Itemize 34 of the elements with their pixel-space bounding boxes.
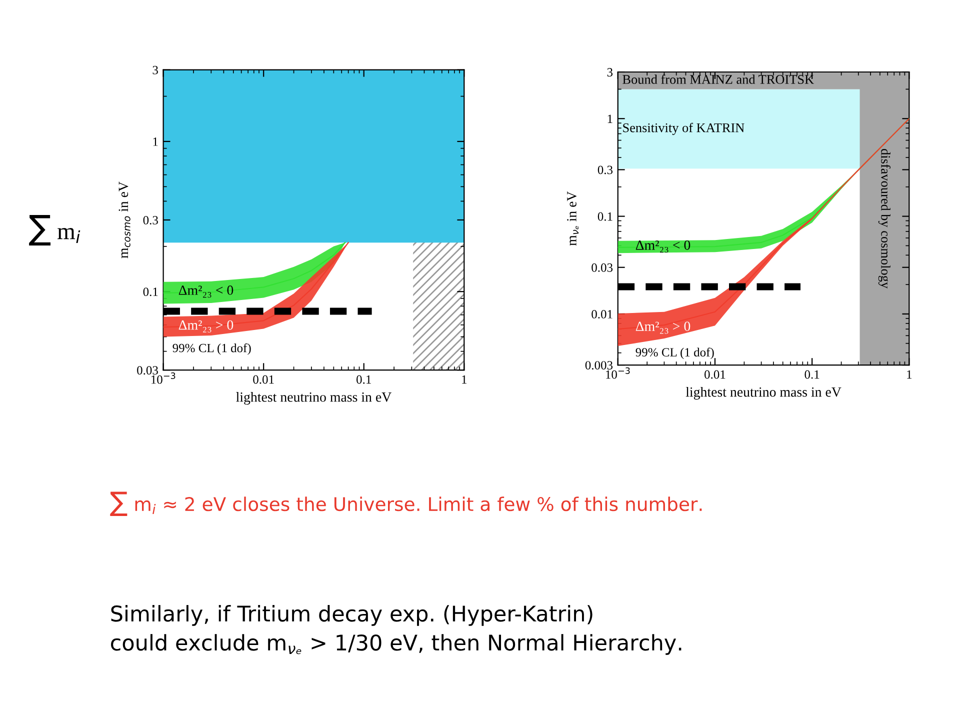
x-axis-title: lightest neutrino mass in eV bbox=[236, 392, 392, 405]
y-tick-label: 1 bbox=[608, 114, 612, 123]
x-axis-title: lightest neutrino mass in eV bbox=[686, 386, 842, 400]
annotation: Δm²₂₃ > 0 bbox=[636, 322, 690, 334]
y-tick-label: 3 bbox=[152, 66, 158, 74]
annotation: Δm²₂₃ < 0 bbox=[178, 286, 234, 298]
x-tick-label: 0.01 bbox=[704, 370, 726, 379]
y-tick-label: 0.003 bbox=[585, 361, 613, 370]
annotation: 99% CL (1 dof) bbox=[172, 343, 251, 355]
annotation: 99% CL (1 dof) bbox=[636, 348, 714, 360]
y-tick-label: 3 bbox=[607, 68, 613, 76]
y-tick-label: 0.3 bbox=[598, 166, 613, 174]
y-tick-label: 0.1 bbox=[143, 288, 158, 296]
y-axis-title: m$_{cosmo}$ in eV bbox=[118, 182, 130, 258]
x-tick-label: 0.1 bbox=[356, 375, 371, 384]
y-tick-label: 0.01 bbox=[592, 310, 612, 318]
band-label: Bound from MAINZ and TROITSK bbox=[622, 74, 814, 84]
y-tick-label: 0.1 bbox=[598, 212, 612, 221]
y-tick-label: 0.3 bbox=[143, 216, 158, 224]
y-tick-label: 1 bbox=[153, 138, 158, 146]
band-label: Sensitivity of KATRIN bbox=[623, 122, 744, 135]
text: Similarly, if Tritium decay exp. (Hyper-Katrin) could exclude m$_{νₑ}$ > 1/30 eV, then Normal Hierarchy. bbox=[111, 605, 682, 655]
x-tick-label: 1 bbox=[462, 375, 467, 384]
annotation: Δm²₂₃ < 0 bbox=[636, 240, 690, 253]
y-axis-title: m$_{νₑ}$ in eV bbox=[567, 191, 579, 246]
x-tick-label: 1 bbox=[907, 370, 912, 379]
y-tick-label: 0.03 bbox=[592, 263, 613, 272]
x-tick-label: 0.1 bbox=[804, 370, 820, 379]
y-tick-label: 0.03 bbox=[137, 366, 158, 375]
band-label: disfavoured by cosmology bbox=[878, 149, 891, 288]
annotation: Δm²₂₃ > 0 bbox=[178, 320, 234, 332]
text: ∑ m$_{i}$ bbox=[29, 215, 80, 246]
text: ∑ m$_{i}$ ≈ 2 eV closes the Universe. Limit a few % of this number. bbox=[110, 492, 702, 516]
x-tick-label: 0.01 bbox=[253, 375, 274, 384]
